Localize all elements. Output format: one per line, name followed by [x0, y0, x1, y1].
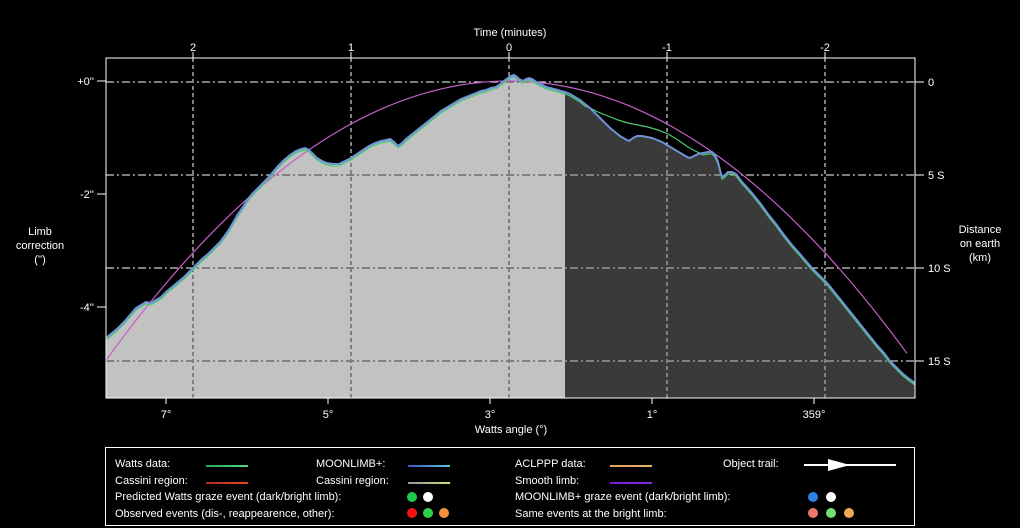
- right-axis-title-line: Distance: [959, 224, 1002, 236]
- legend-same-events-label: Same events at the bright limb:: [515, 508, 667, 520]
- left-axis-title-line: (''): [34, 254, 46, 266]
- left-tick-label: +0'': [77, 76, 94, 88]
- legend-object-trail-label: Object trail:: [723, 458, 779, 470]
- top-tick-label: -2: [820, 42, 830, 54]
- right-axis-title-line: on earth: [960, 238, 1000, 250]
- legend-aclppp-label: ACLPPP data:: [515, 458, 586, 470]
- legend-observed-label: Observed events (dis-, reappearence, oth…: [115, 508, 335, 520]
- legend-smooth-limb-label: Smooth limb:: [515, 475, 580, 487]
- event-dot: [439, 508, 449, 518]
- top-tick-label: 0: [506, 42, 512, 54]
- bottom-axis-title: Watts angle (°): [475, 424, 547, 436]
- legend-cassini1-label: Cassini region:: [115, 475, 188, 487]
- event-dot: [808, 492, 818, 502]
- right-axis-title-line: (km): [969, 252, 991, 264]
- left-tick-label: -4'': [80, 302, 94, 314]
- legend-watts-data-label: Watts data:: [115, 458, 171, 470]
- top-tick-label: 1: [348, 42, 354, 54]
- event-dot: [844, 508, 854, 518]
- watts-data-line-swatch: [206, 465, 248, 467]
- left-tick-label: -2'': [80, 189, 94, 201]
- legend-moonlimb-graze-label: MOONLIMB+ graze event (dark/bright limb)…: [515, 491, 731, 503]
- limb-fills: [106, 74, 915, 398]
- bottom-tick-label: 1°: [647, 409, 658, 421]
- bottom-tick-label: 7°: [161, 409, 172, 421]
- axis-ticks: [97, 52, 924, 404]
- limb-profile-chart: 2 1 0 -1 -2 7° 5° 3° 1° 359° +0'' -2'' -4'' 0 5 S 10 S 1…: [16, 27, 1002, 436]
- gridlines: [106, 58, 915, 398]
- cassini2-line-swatch: [408, 482, 450, 484]
- legend-cassini2-label: Cassini region:: [316, 475, 389, 487]
- aclppp-line-swatch: [610, 465, 652, 467]
- left-axis-title-line: correction: [16, 240, 64, 252]
- right-tick-label: 10 S: [928, 263, 951, 275]
- event-dot: [826, 508, 836, 518]
- event-dot: [423, 492, 433, 502]
- dark-limb-fill: [565, 92, 915, 398]
- right-tick-label: 15 S: [928, 356, 951, 368]
- bottom-tick-label: 5°: [323, 409, 334, 421]
- moonlimb-profile-curve: [105, 73, 916, 384]
- event-dot: [826, 492, 836, 502]
- right-tick-label: 0: [928, 77, 934, 89]
- cassini1-line-swatch: [206, 482, 248, 484]
- moonlimb-graze-dots: [808, 492, 836, 502]
- event-dot: [808, 508, 818, 518]
- legend-moonlimb-label: MOONLIMB+:: [316, 458, 386, 470]
- plot-frame: [105, 57, 916, 399]
- event-dot: [407, 492, 417, 502]
- event-dot: [423, 508, 433, 518]
- moonlimb-line-swatch: [408, 465, 450, 467]
- top-tick-label: 2: [190, 42, 196, 54]
- watts-data-curve: [105, 76, 916, 386]
- top-axis-title: Time (minutes): [474, 27, 547, 39]
- smooth-limb-line-swatch: [610, 482, 652, 484]
- profile-curves: [105, 73, 916, 386]
- axis-labels: 2 1 0 -1 -2 7° 5° 3° 1° 359° +0'' -2'' -4'' 0 5 S 10 S 1…: [16, 27, 1002, 436]
- event-dot: [407, 508, 417, 518]
- object-trail-arrowhead: [828, 459, 850, 471]
- object-trail-arrow: [804, 459, 896, 471]
- bright-limb-fill: [106, 75, 565, 398]
- bottom-tick-label: 359°: [803, 409, 826, 421]
- legend-box: Watts data: Cassini region: Predicted Wa…: [105, 447, 915, 526]
- observed-events-dots: [407, 508, 449, 518]
- left-axis-title-line: Limb: [28, 226, 52, 238]
- predicted-watts-graze-dots: [407, 492, 433, 502]
- plot-border: [105, 57, 916, 399]
- top-tick-label: -1: [662, 42, 672, 54]
- legend-predicted-label: Predicted Watts graze event (dark/bright…: [115, 491, 342, 503]
- same-events-dots: [808, 508, 854, 518]
- right-tick-label: 5 S: [928, 170, 945, 182]
- bottom-tick-label: 3°: [485, 409, 496, 421]
